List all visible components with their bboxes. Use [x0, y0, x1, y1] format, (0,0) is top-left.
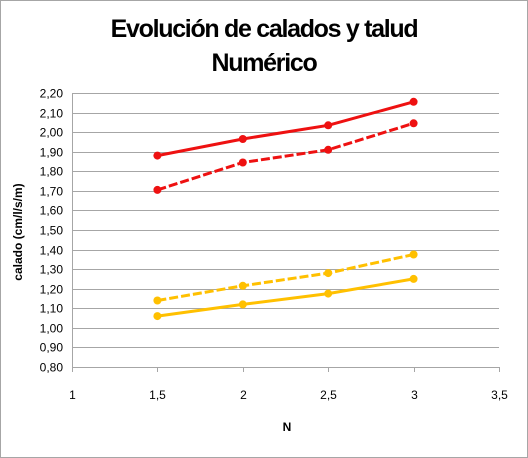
- y-axis-title: calado (cm/l/s/m): [11, 183, 25, 280]
- series-2-point: [324, 145, 333, 154]
- chart-title-line-1: Evolución de calados y talud: [110, 15, 419, 43]
- series-3-point: [409, 250, 418, 259]
- y-tick-label: 1,00: [40, 322, 64, 336]
- x-tick-label: 2: [240, 388, 247, 402]
- y-tick-label: 1,50: [40, 224, 64, 238]
- series-4-point: [324, 289, 333, 298]
- series-3-point: [324, 269, 333, 278]
- chart-title-line-2: Numérico: [211, 49, 318, 77]
- y-tick-label: 1,20: [40, 283, 64, 297]
- y-tick-label: 0,90: [40, 341, 64, 355]
- y-tick-label: 1,80: [40, 165, 64, 179]
- series-layer: [153, 97, 418, 321]
- y-tick-label: 2,00: [40, 126, 64, 140]
- series-line-4: [157, 277, 414, 318]
- chart-title: Evolución de calados y talud Numérico: [0, 12, 528, 80]
- series-3-point: [153, 296, 162, 305]
- series-line-2: [156, 121, 415, 192]
- series-1-point: [409, 97, 418, 106]
- series-4-point: [238, 300, 247, 309]
- series-1-point: [324, 121, 333, 130]
- label-layer: N calado (cm/l/s/m) 0,80 0,90 1,00 1,10 1,20…: [11, 87, 508, 435]
- y-tick-label: 1,30: [40, 263, 64, 277]
- y-tick-label: 1,70: [40, 185, 64, 199]
- y-tick-label: 1,60: [40, 204, 64, 218]
- series-3-point: [238, 281, 247, 290]
- axis-layer: [72, 93, 500, 372]
- x-axis-title: N: [283, 420, 292, 434]
- series-4-point: [153, 312, 162, 321]
- y-tick-label: 1,40: [40, 244, 64, 258]
- series-2-point: [153, 185, 162, 194]
- x-tick-label: 3,5: [491, 388, 508, 402]
- x-tick-label: 1: [69, 388, 76, 402]
- grid-layer: [72, 93, 499, 368]
- series-2-point: [238, 158, 247, 167]
- series-1-point: [238, 135, 247, 143]
- y-tick-label: 1,10: [40, 302, 64, 316]
- y-tick-label: 2,20: [40, 87, 64, 101]
- series-2-point: [409, 119, 418, 128]
- x-tick-label: 2,5: [320, 388, 337, 402]
- series-line-3: [157, 253, 414, 302]
- series-1-point: [153, 151, 162, 160]
- x-tick-label: 1,5: [149, 388, 166, 402]
- y-tick-label: 2,10: [40, 107, 64, 121]
- y-tick-label: 1,90: [40, 146, 64, 160]
- series-4-point: [409, 274, 418, 283]
- series-line-1: [157, 100, 414, 158]
- x-tick-label: 3: [411, 388, 418, 402]
- y-tick-label: 0,80: [40, 361, 64, 375]
